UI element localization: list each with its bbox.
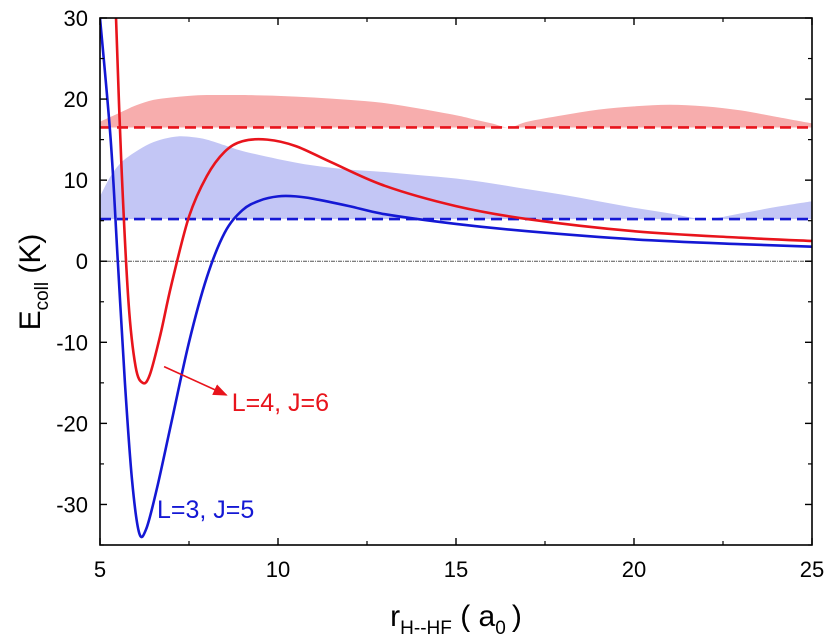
y-tick-label: 20 bbox=[64, 87, 88, 112]
y-tick-label: 30 bbox=[64, 6, 88, 31]
series-curve-1 bbox=[100, 18, 812, 539]
tick-labels: 5 10 15 20 25 -30 -20 -10 0 10 20 30 bbox=[56, 6, 824, 582]
shaded-bands bbox=[100, 94, 812, 220]
annotation-label-1: L=3, J=5 bbox=[157, 496, 254, 524]
y-tick-label: -20 bbox=[56, 411, 88, 436]
y-tick-label: -10 bbox=[56, 330, 88, 355]
x-axis-title: rH--HF ( a0) bbox=[390, 600, 522, 639]
series-curves bbox=[100, 18, 812, 539]
band-0 bbox=[100, 94, 812, 128]
x-tick-label: 25 bbox=[800, 557, 824, 582]
y-tick-label: 10 bbox=[64, 168, 88, 193]
y-tick-label: 0 bbox=[76, 249, 88, 274]
y-tick-label: -30 bbox=[56, 492, 88, 517]
x-tick-label: 10 bbox=[266, 557, 290, 582]
series-curve-0 bbox=[114, 18, 812, 385]
x-tick-label: 15 bbox=[444, 557, 468, 582]
x-tick-label: 5 bbox=[94, 557, 106, 582]
band-1 bbox=[100, 136, 812, 220]
annotations: L=4, J=6 L=3, J=5 bbox=[157, 365, 329, 524]
x-tick-label: 20 bbox=[622, 557, 646, 582]
y-axis-title: Ecoll (K) bbox=[14, 234, 53, 331]
annotation-label-0: L=4, J=6 bbox=[232, 389, 329, 417]
annotation-arrow bbox=[163, 365, 228, 396]
axis-ticks bbox=[99, 17, 813, 546]
